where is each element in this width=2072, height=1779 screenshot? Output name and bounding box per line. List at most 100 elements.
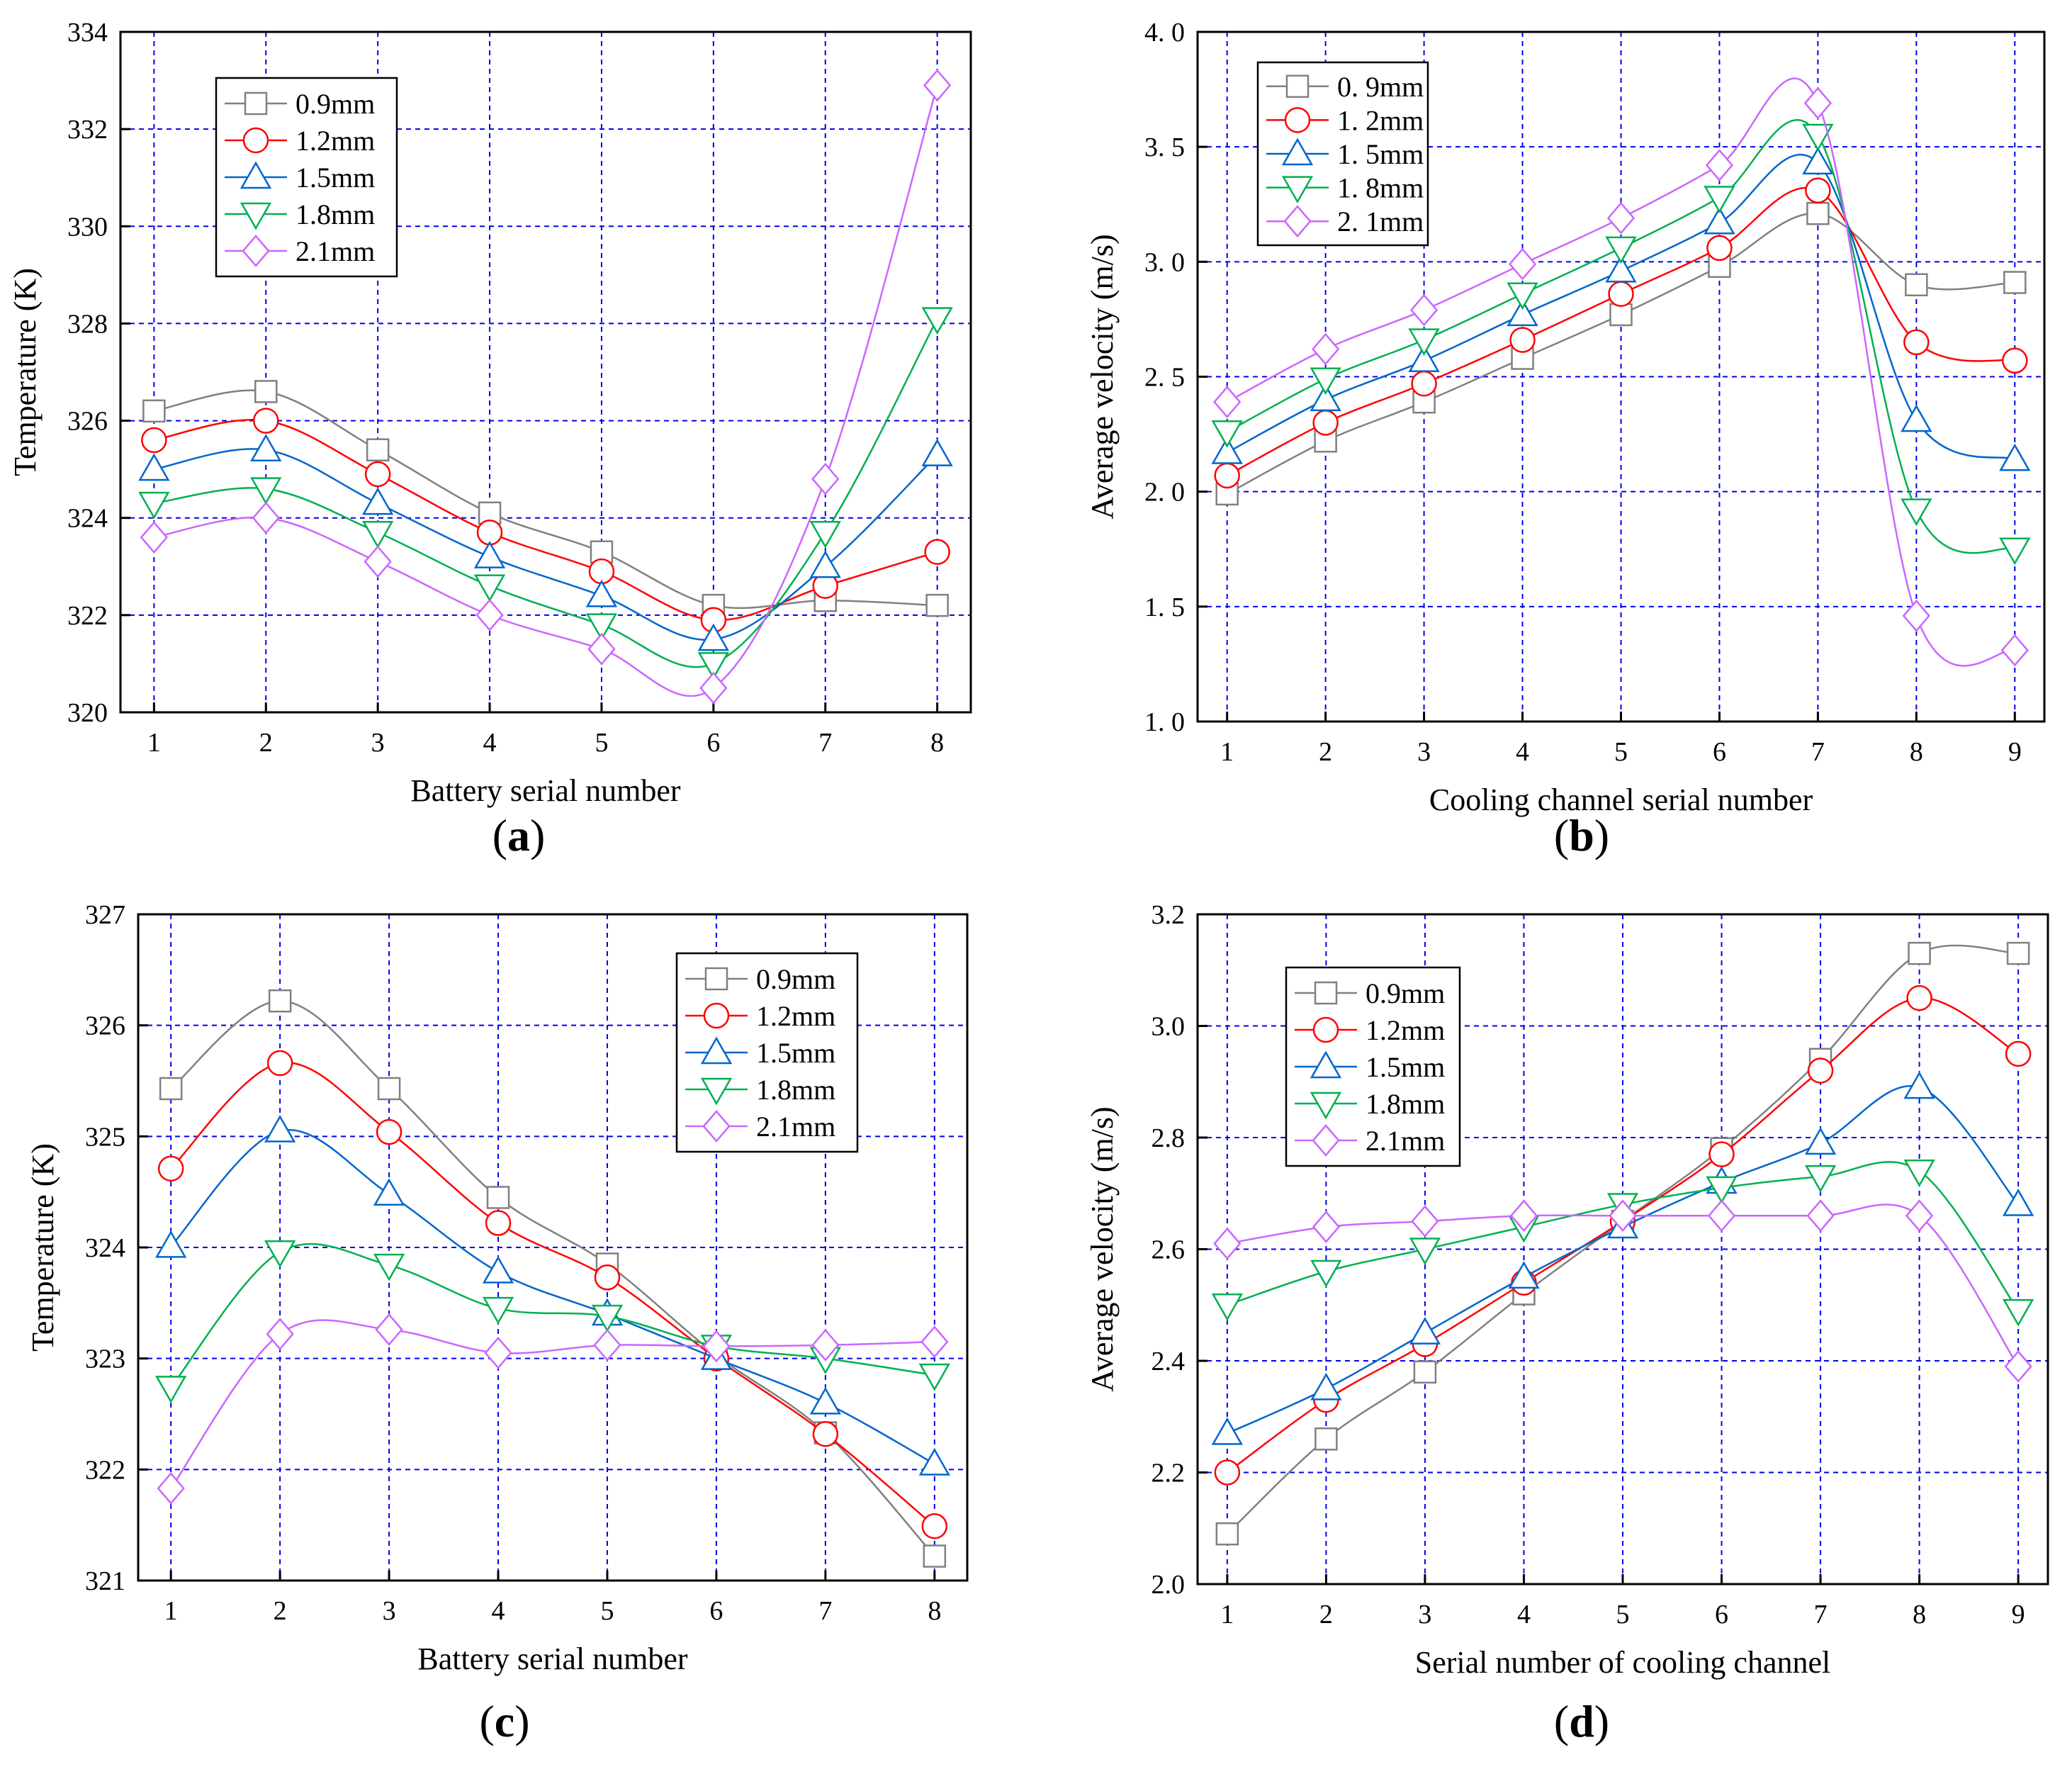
data-point [925,593,949,617]
y-tick-label: 323 [85,1345,125,1374]
y-tick-label: 2.6 [1152,1235,1186,1265]
data-point [1999,443,2031,471]
data-point [1805,177,1831,204]
y-tick-label: 1. 5 [1144,593,1185,622]
data-point [268,989,292,1013]
data-point [809,550,841,578]
data-point [921,439,953,466]
data-point [159,1077,183,1101]
data-point [1311,332,1340,366]
legend: 0.9mm 1.2mm 1.5mm 1.8mm 2.1mm [215,77,398,278]
legend-label: 1.5mm [756,1037,835,1069]
y-tick-label: 321 [85,1566,125,1596]
legend-label: 1.5mm [295,162,375,193]
series-0-9mm [142,380,949,617]
data-point [1508,247,1537,281]
legend-label: 1. 2mm [1337,104,1424,136]
data-point [2004,1349,2032,1383]
y-tick-label: 1. 0 [1144,707,1185,737]
data-point [250,477,282,505]
x-tick-label: 1 [147,728,161,758]
data-point [1802,123,1834,152]
y-tick-label: 325 [85,1122,125,1152]
y-axis-label: Temperature (K) [8,268,43,476]
data-point [1706,1176,1738,1204]
data-point [918,1447,950,1476]
data-point [2002,347,2028,374]
series-1-2mm [1214,177,2028,489]
x-axis-label: Battery serial number [410,773,681,808]
data-point [141,427,167,454]
data-point [697,623,729,651]
data-point [921,1513,948,1539]
data-point [1213,386,1241,419]
x-tick-label: 3 [1418,1600,1431,1629]
x-tick-label: 3 [371,728,385,758]
legend-label: 2.1mm [756,1111,835,1143]
x-tick-label: 6 [709,1596,723,1626]
data-point [811,462,840,495]
y-tick-label: 326 [67,407,108,437]
legend-label: 1.2mm [756,1000,835,1032]
data-point [1605,254,1637,283]
data-point [1408,344,1440,373]
x-tick-label: 6 [1715,1600,1728,1629]
panel-label: (b) [1554,810,1609,860]
legend-label: 2. 1mm [1337,206,1424,237]
data-point [1508,1261,1540,1289]
data-point [587,632,616,666]
y-tick-label: 3.2 [1152,900,1186,930]
legend-marker [240,161,272,189]
data-point [1507,282,1538,310]
data-point [1409,293,1438,327]
data-point [1509,327,1536,353]
data-point [475,598,504,632]
data-point [364,545,392,578]
legend-label: 1. 8mm [1337,172,1424,204]
x-tick-label: 3 [383,1596,396,1626]
data-point [254,380,278,403]
data-point [138,453,170,481]
x-tick-label: 8 [930,728,944,758]
data-point [1310,383,1341,412]
series-line [1227,119,2015,554]
y-tick-label: 3. 5 [1144,133,1185,162]
data-point [2005,1040,2032,1067]
data-point [1802,147,1834,175]
data-point [266,1318,294,1351]
y-tick-label: 322 [67,601,108,631]
data-point [364,461,391,488]
data-point [1509,1199,1538,1233]
y-tick-label: 2.4 [1152,1347,1186,1376]
series-2-1mm [1213,1199,2032,1383]
data-point [1409,1238,1441,1266]
x-tick-label: 9 [2008,737,2022,767]
x-tick-label: 5 [595,728,608,758]
legend-marker [704,967,728,991]
y-tick-label: 334 [67,18,108,47]
data-point [373,1253,405,1281]
data-point [1214,462,1240,489]
data-point [2002,1188,2034,1216]
data-point [1906,984,1932,1011]
x-tick-label: 2 [1319,737,1332,767]
legend-label: 0.9mm [1366,977,1445,1009]
y-tick-label: 2. 0 [1144,478,1185,507]
legend-label: 0.9mm [756,963,835,995]
data-point [702,1330,731,1363]
panel-a: 1 2 3 4 5 6 7 8 320 322 324 326 328 330 332 334 Battery … [8,18,972,860]
data-point [1706,235,1733,262]
data-point [1409,1317,1441,1345]
data-point [585,613,618,641]
x-tick-label: 6 [1713,737,1726,767]
legend-marker [242,235,270,267]
panel-d: 1 2 3 4 5 6 7 8 9 2.0 2.2 2.4 2.6 2.8 3.0 3.2 Serial num… [1085,900,2049,1746]
x-axis-label: Cooling channel serial number [1429,782,1813,817]
data-point [1411,1205,1439,1238]
legend-marker [1281,176,1314,204]
y-tick-label: 328 [67,309,108,339]
legend-marker [1310,1050,1342,1079]
legend-marker [1281,138,1314,166]
x-tick-label: 2 [259,728,273,758]
